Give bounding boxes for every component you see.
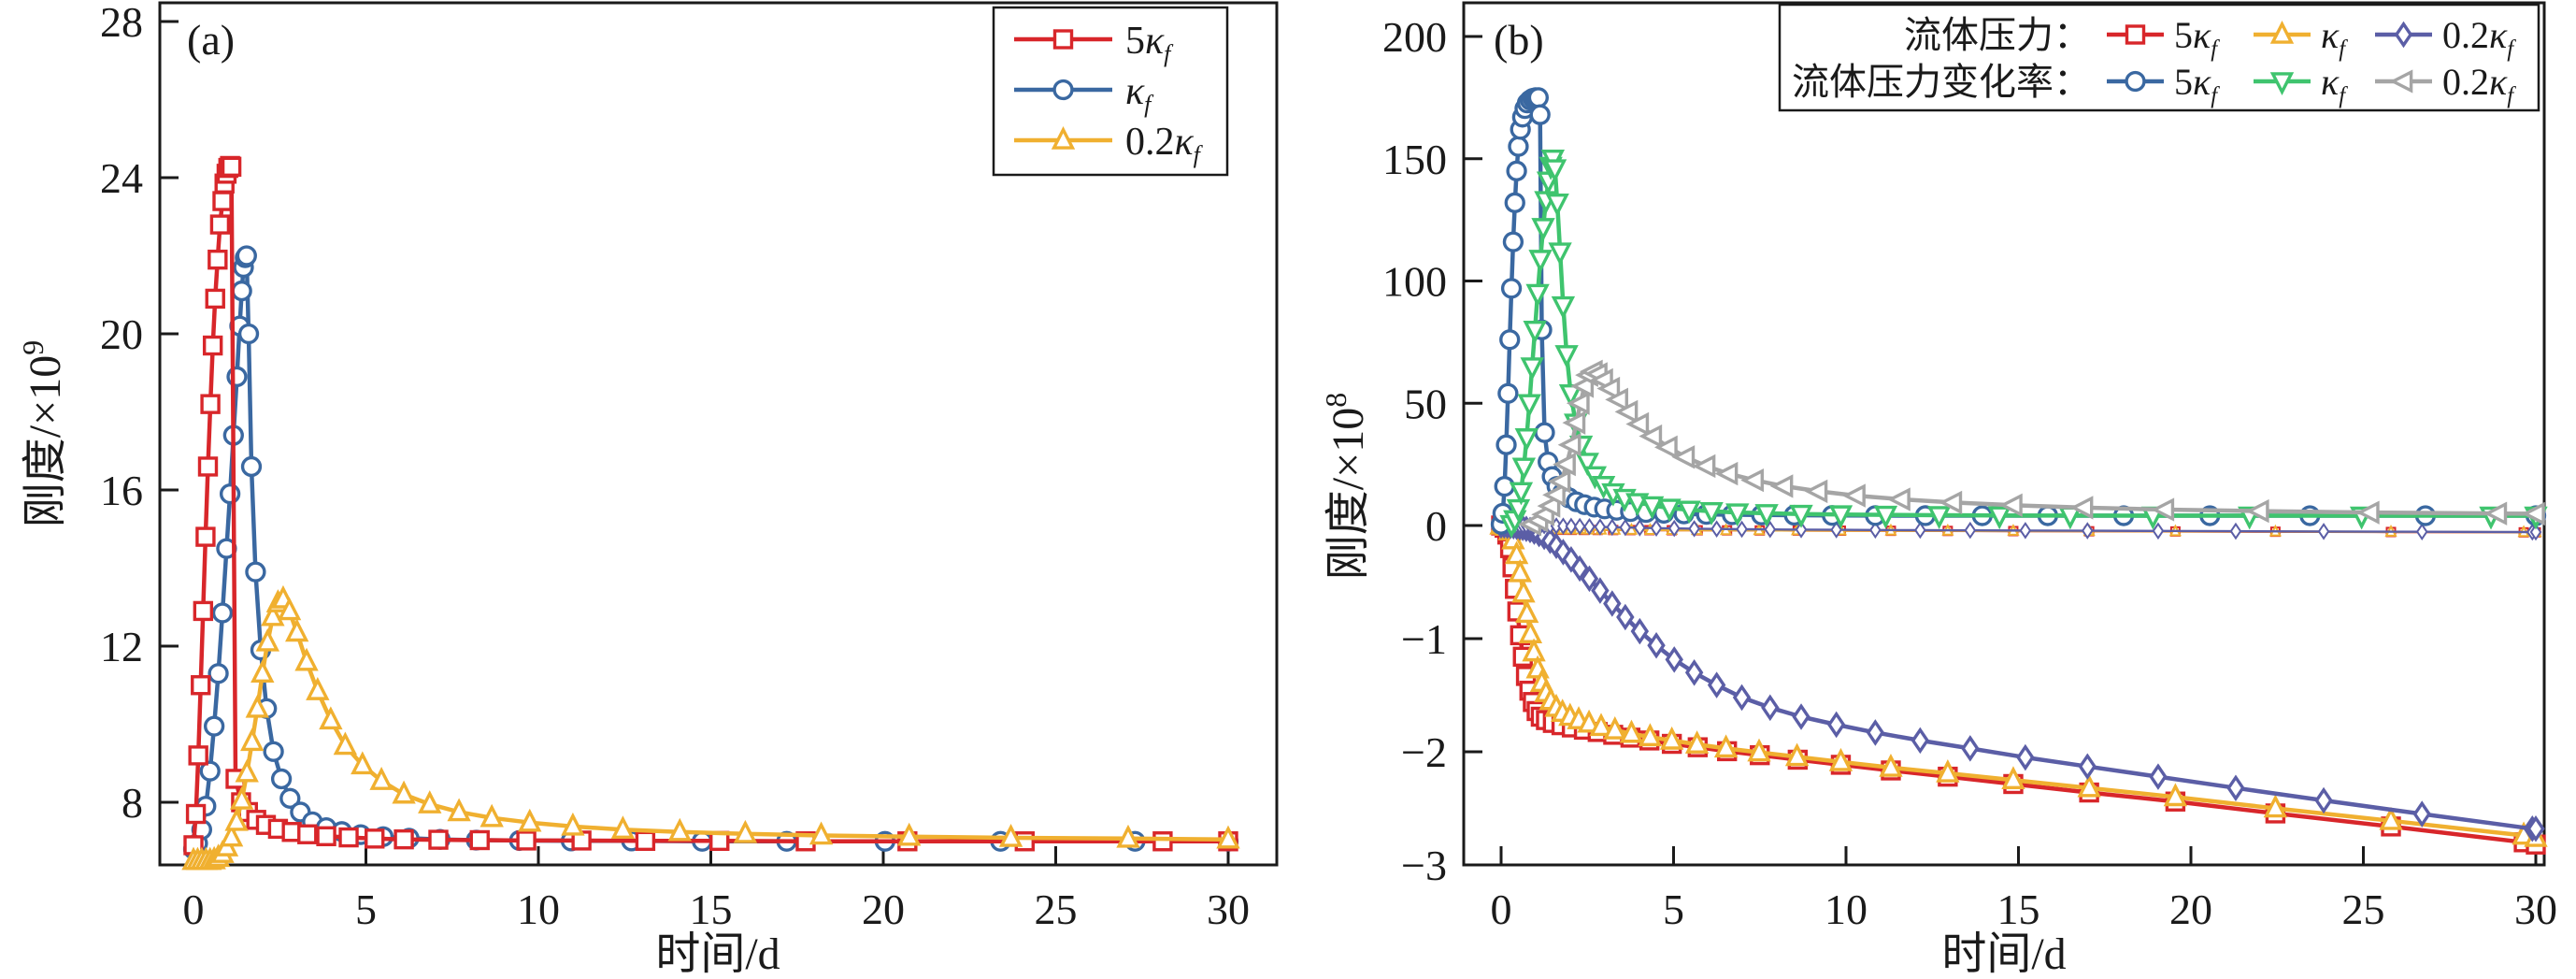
x-tick-label: 10: [517, 885, 560, 933]
x-tick-label: 20: [2169, 885, 2212, 933]
y-tick-label: −1: [1401, 615, 1447, 663]
legend-item-label: 5κf: [2174, 61, 2220, 108]
panel-b-series-rate-0.2kf: [1518, 359, 2545, 537]
panel-a: 0 5 10 15 20 25 30 8 12 16 20 24 28 时间/d 刚度/×109 (a) 5κf…: [16, 0, 1279, 979]
x-tick-label: 20: [862, 885, 905, 933]
panel-b-series-pressure-5kf: [1491, 515, 2546, 855]
y-tick-label: −3: [1401, 842, 1447, 889]
legend-item-label: κf: [1125, 70, 1154, 118]
panel-b-x-axis-title: 时间/d: [1941, 929, 2066, 979]
y-tick-label: 24: [100, 154, 143, 202]
panel-b: 0 5 10 15 20 25 30 0 50 100 150 200 −1 −2 −3 时间/d 刚度/×10…: [1319, 1, 2557, 979]
x-tick-label: 30: [1207, 885, 1250, 933]
x-tick-label: 30: [2514, 885, 2557, 933]
y-tick-label: 100: [1382, 258, 1447, 306]
panel-b-x-axis: 0 5 10 15 20 25 30: [1491, 846, 2557, 933]
panel-a-y-axis: 8 12 16 20 24 28: [100, 0, 179, 827]
y-tick-label: −2: [1401, 728, 1447, 776]
y-tick-label: 20: [100, 310, 143, 358]
y-tick-label: 28: [100, 0, 143, 46]
x-tick-label: 5: [1663, 885, 1684, 933]
panel-a-series-kf: [182, 245, 1239, 860]
panel-a-x-axis: 0 5 10 15 20 25 30: [183, 846, 1250, 933]
x-tick-label: 25: [2342, 885, 2385, 933]
panel-a-letter: (a): [187, 16, 235, 64]
x-tick-label: 0: [1491, 885, 1512, 933]
x-tick-label: 15: [690, 885, 733, 933]
legend-item-label: 0.2κf: [2442, 61, 2516, 108]
x-tick-label: 15: [1997, 885, 2040, 933]
legend-item-label: κf: [2321, 61, 2348, 108]
x-tick-label: 25: [1035, 885, 1078, 933]
legend-item-label: 0.2κf: [1125, 121, 1204, 168]
panel-a-y-axis-title: 刚度/×109: [16, 340, 70, 527]
y-tick-label: 8: [122, 779, 143, 827]
y-tick-label: 16: [100, 467, 143, 514]
panel-b-series-rate-5kf: [1490, 87, 2547, 535]
x-tick-label: 10: [1825, 885, 1868, 933]
panel-a-series-0.2kf: [181, 584, 1240, 871]
legend-item-label: κf: [2321, 14, 2348, 62]
panel-b-series-pressure-0.2kf-zero-echo: [1495, 516, 2542, 541]
legend-group-label: 流体压力：: [1904, 14, 2091, 56]
y-tick-label: 12: [100, 623, 143, 670]
panel-b-legend: 流体压力： 5κf κf 0.2κf 流体压力变化率： 5κf κf 0.2κf: [1778, 3, 2540, 112]
panel-a-frame: [158, 1, 1279, 867]
panel-b-series-rate-kf: [1499, 149, 2548, 539]
panel-b-letter: (b): [1494, 16, 1544, 64]
legend-item-label: 5κf: [2174, 14, 2220, 62]
panel-b-y-axis: 0 50 100 150 200 −1 −2 −3: [1382, 13, 1482, 889]
legend-item-label: 5κf: [1125, 20, 1174, 67]
panel-b-frame: [1462, 1, 2546, 867]
panel-b-y-axis-title: 刚度/×108: [1319, 393, 1373, 580]
y-tick-label: 0: [1425, 502, 1447, 550]
y-tick-label: 200: [1382, 13, 1447, 61]
legend-item-label: 0.2κf: [2442, 14, 2516, 62]
panel-a-series-5kf: [183, 155, 1238, 856]
x-tick-label: 0: [183, 885, 205, 933]
panel-b-series-pressure-kf: [1489, 511, 2548, 847]
x-tick-label: 5: [355, 885, 377, 933]
y-tick-label: 150: [1382, 136, 1447, 183]
y-tick-label: 50: [1404, 380, 1447, 427]
legend-group-label: 流体压力变化率：: [1792, 61, 2091, 103]
panel-a-x-axis-title: 时间/d: [655, 929, 780, 979]
